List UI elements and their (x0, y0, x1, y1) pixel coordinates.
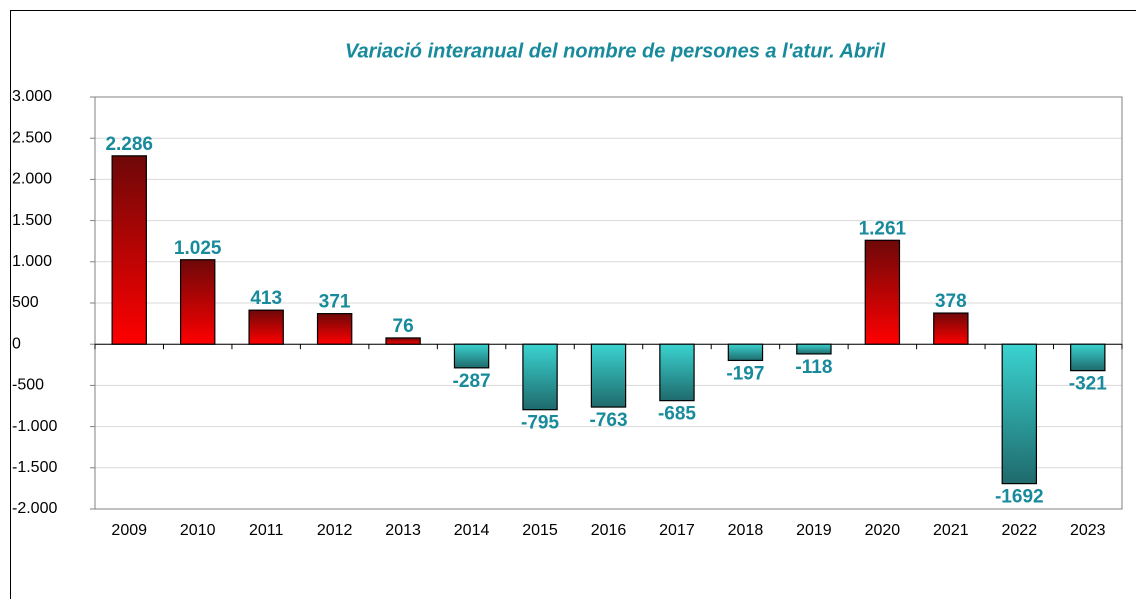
x-tick-label: 2012 (317, 522, 353, 539)
frame (10, 10, 1136, 599)
x-tick-label: 2009 (111, 522, 147, 539)
value-label: -118 (795, 357, 832, 378)
x-tick-label: 2022 (1002, 522, 1038, 539)
x-tick-label: 2011 (249, 522, 284, 539)
bar (1070, 343, 1106, 372)
plot-area (94, 96, 1123, 510)
value-label: -685 (658, 404, 696, 425)
value-label: -763 (589, 410, 627, 431)
y-tick-label: -500 (12, 377, 44, 394)
bar (1001, 343, 1038, 485)
bar (111, 155, 147, 345)
bar (522, 343, 558, 411)
y-tick-label: -1.000 (12, 418, 57, 435)
bar (796, 343, 832, 355)
y-tick-label: -1.500 (12, 459, 57, 476)
bar (453, 343, 490, 369)
y-tick-label: 2.000 (12, 171, 52, 188)
bar (864, 239, 901, 345)
bar (248, 309, 284, 345)
x-tick-label: 2020 (865, 522, 901, 539)
y-tick-label: 2.500 (12, 129, 52, 146)
value-label: 76 (393, 316, 414, 337)
value-label: 1.025 (174, 238, 222, 259)
x-tick-label: 2013 (385, 522, 421, 539)
x-tick-label: 2017 (659, 522, 695, 539)
x-tick-label: 2018 (728, 522, 764, 539)
bar (316, 313, 353, 345)
value-label: 378 (935, 291, 967, 312)
y-tick-label: 500 (12, 294, 39, 311)
y-tick-label: 0 (12, 335, 21, 352)
bar (385, 337, 421, 345)
y-tick-label: 1.000 (12, 253, 52, 270)
value-label: 1.261 (859, 218, 907, 239)
y-tick-label: 3.000 (12, 88, 52, 105)
y-tick-label: -2.000 (12, 500, 57, 517)
x-tick-label: 2010 (180, 522, 216, 539)
x-tick-label: 2021 (933, 522, 969, 539)
value-label: -197 (726, 363, 764, 384)
value-label: -795 (521, 413, 559, 434)
x-tick-label: 2014 (454, 522, 490, 539)
value-label: -321 (1069, 374, 1107, 395)
x-tick-label: 2019 (796, 522, 832, 539)
bar (590, 343, 627, 408)
x-tick-label: 2023 (1070, 522, 1106, 539)
x-tick-label: 2016 (591, 522, 627, 539)
bar (659, 343, 695, 402)
value-label: -287 (453, 371, 491, 392)
value-label: 2.286 (105, 134, 153, 155)
bar (179, 259, 216, 345)
x-tick-label: 2015 (522, 522, 558, 539)
bar (727, 343, 764, 362)
value-label: -1692 (995, 487, 1044, 508)
value-label: 371 (319, 292, 351, 313)
bar (933, 312, 969, 345)
y-tick-label: 1.500 (12, 212, 52, 229)
chart-title: Variació interanual del nombre de person… (345, 40, 886, 62)
value-label: 413 (250, 288, 282, 309)
